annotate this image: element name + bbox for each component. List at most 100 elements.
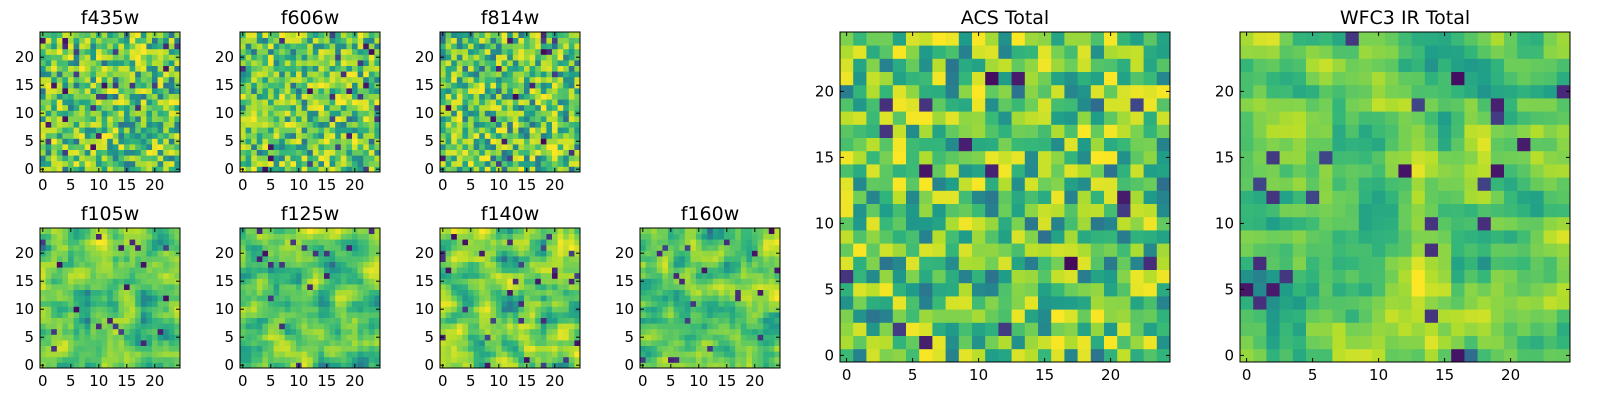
heatmap-cell <box>651 351 658 358</box>
heatmap-cell <box>129 351 136 358</box>
heatmap-cell <box>640 328 646 335</box>
heatmap-cell <box>740 244 747 251</box>
heatmap-cell <box>251 138 258 145</box>
heatmap-cell <box>496 289 502 296</box>
heatmap-cell <box>290 228 297 234</box>
heatmap-cell <box>135 267 142 274</box>
heatmap-cell <box>112 244 119 251</box>
heatmap-cell <box>535 328 542 335</box>
heatmap-cell <box>262 93 269 100</box>
heatmap-cell <box>445 312 452 318</box>
heatmap-cell <box>312 144 319 150</box>
heatmap-cell <box>473 93 480 100</box>
heatmap-cell <box>268 284 274 290</box>
heatmap-cell <box>546 228 553 234</box>
heatmap-cell <box>157 60 164 66</box>
x-tick-label: 10 <box>489 372 508 390</box>
heatmap-cell <box>357 93 364 100</box>
heatmap-cell <box>456 99 463 106</box>
heatmap-cell <box>768 284 775 290</box>
heatmap-cell <box>84 48 91 55</box>
heatmap-cell <box>273 76 280 83</box>
heatmap-cell <box>462 261 469 268</box>
heatmap-cell <box>496 160 502 167</box>
heatmap-cell <box>107 295 114 302</box>
heatmap-cell <box>972 256 986 270</box>
heatmap-cell <box>62 289 69 296</box>
heatmap-cell <box>945 164 960 178</box>
heatmap-cell <box>568 93 575 100</box>
heatmap-cell <box>340 48 347 55</box>
heatmap-cell <box>279 272 286 279</box>
heatmap-cell <box>563 160 570 167</box>
heatmap-cell <box>245 267 252 274</box>
heatmap-cell <box>335 88 342 94</box>
heatmap-cell <box>707 233 714 240</box>
heatmap-cell <box>324 37 330 44</box>
heatmap-cell <box>712 256 719 262</box>
y-tick-label: 20 <box>215 244 234 262</box>
heatmap-cell <box>473 312 480 318</box>
heatmap-cell <box>568 88 575 94</box>
heatmap-cell <box>958 243 973 257</box>
heatmap-cell <box>535 160 542 167</box>
heatmap-cell <box>684 351 691 358</box>
heatmap-cell <box>96 138 102 145</box>
heatmap-cell <box>740 351 747 358</box>
heatmap-cell <box>124 155 130 162</box>
heatmap-cell <box>445 295 452 302</box>
heatmap-cell <box>712 250 719 257</box>
heatmap-cell <box>140 88 147 94</box>
heatmap-cell <box>51 93 58 100</box>
heatmap-cell <box>352 256 358 262</box>
heatmap-cell <box>774 300 781 307</box>
heatmap-cell <box>251 328 258 335</box>
heatmap-cell <box>535 149 542 156</box>
heatmap-cell <box>79 160 86 167</box>
heatmap-cell <box>324 284 330 290</box>
heatmap-cell <box>768 345 775 352</box>
heatmap-cell <box>135 48 142 55</box>
heatmap-cell <box>56 289 63 296</box>
heatmap-cell <box>256 362 263 369</box>
heatmap-cell <box>329 233 336 240</box>
heatmap-cell <box>462 82 469 89</box>
heatmap-cell <box>79 228 86 234</box>
heatmap-cell <box>90 166 97 173</box>
heatmap-cell <box>368 144 375 150</box>
heatmap-cell <box>163 116 170 122</box>
heatmap-cell <box>251 340 258 346</box>
heatmap-cell <box>763 278 770 285</box>
heatmap-cell <box>168 138 175 145</box>
heatmap-cell <box>445 356 452 363</box>
heatmap-cell <box>296 233 302 240</box>
heatmap-cell <box>662 317 669 324</box>
heatmap-cell <box>473 228 480 234</box>
heatmap-cell <box>501 256 508 262</box>
heatmap-cell <box>301 60 308 66</box>
heatmap-cell <box>56 60 63 66</box>
heatmap-cell <box>45 362 52 369</box>
heatmap-cell <box>273 82 280 89</box>
y-tick-label: 5 <box>24 328 34 346</box>
heatmap-cell <box>490 334 497 341</box>
heatmap-cell <box>335 65 342 72</box>
heatmap-cell <box>518 93 525 100</box>
heatmap-cell <box>284 121 291 128</box>
heatmap-cell <box>451 312 458 318</box>
heatmap-cell <box>329 295 336 302</box>
heatmap-cell <box>62 71 69 78</box>
heatmap-cell <box>1038 164 1052 178</box>
heatmap-cell <box>368 323 375 330</box>
heatmap-cell <box>768 312 775 318</box>
heatmap-cell <box>552 71 558 78</box>
heatmap-cell <box>462 250 469 257</box>
heatmap-cell <box>840 164 854 178</box>
heatmap-cell <box>107 323 114 330</box>
y-tick-label: 15 <box>215 76 234 94</box>
heatmap-cell <box>51 306 58 313</box>
heatmap-cell <box>129 289 136 296</box>
heatmap-cell <box>507 60 514 66</box>
heatmap-cell <box>524 295 530 302</box>
heatmap-cell <box>568 127 575 134</box>
